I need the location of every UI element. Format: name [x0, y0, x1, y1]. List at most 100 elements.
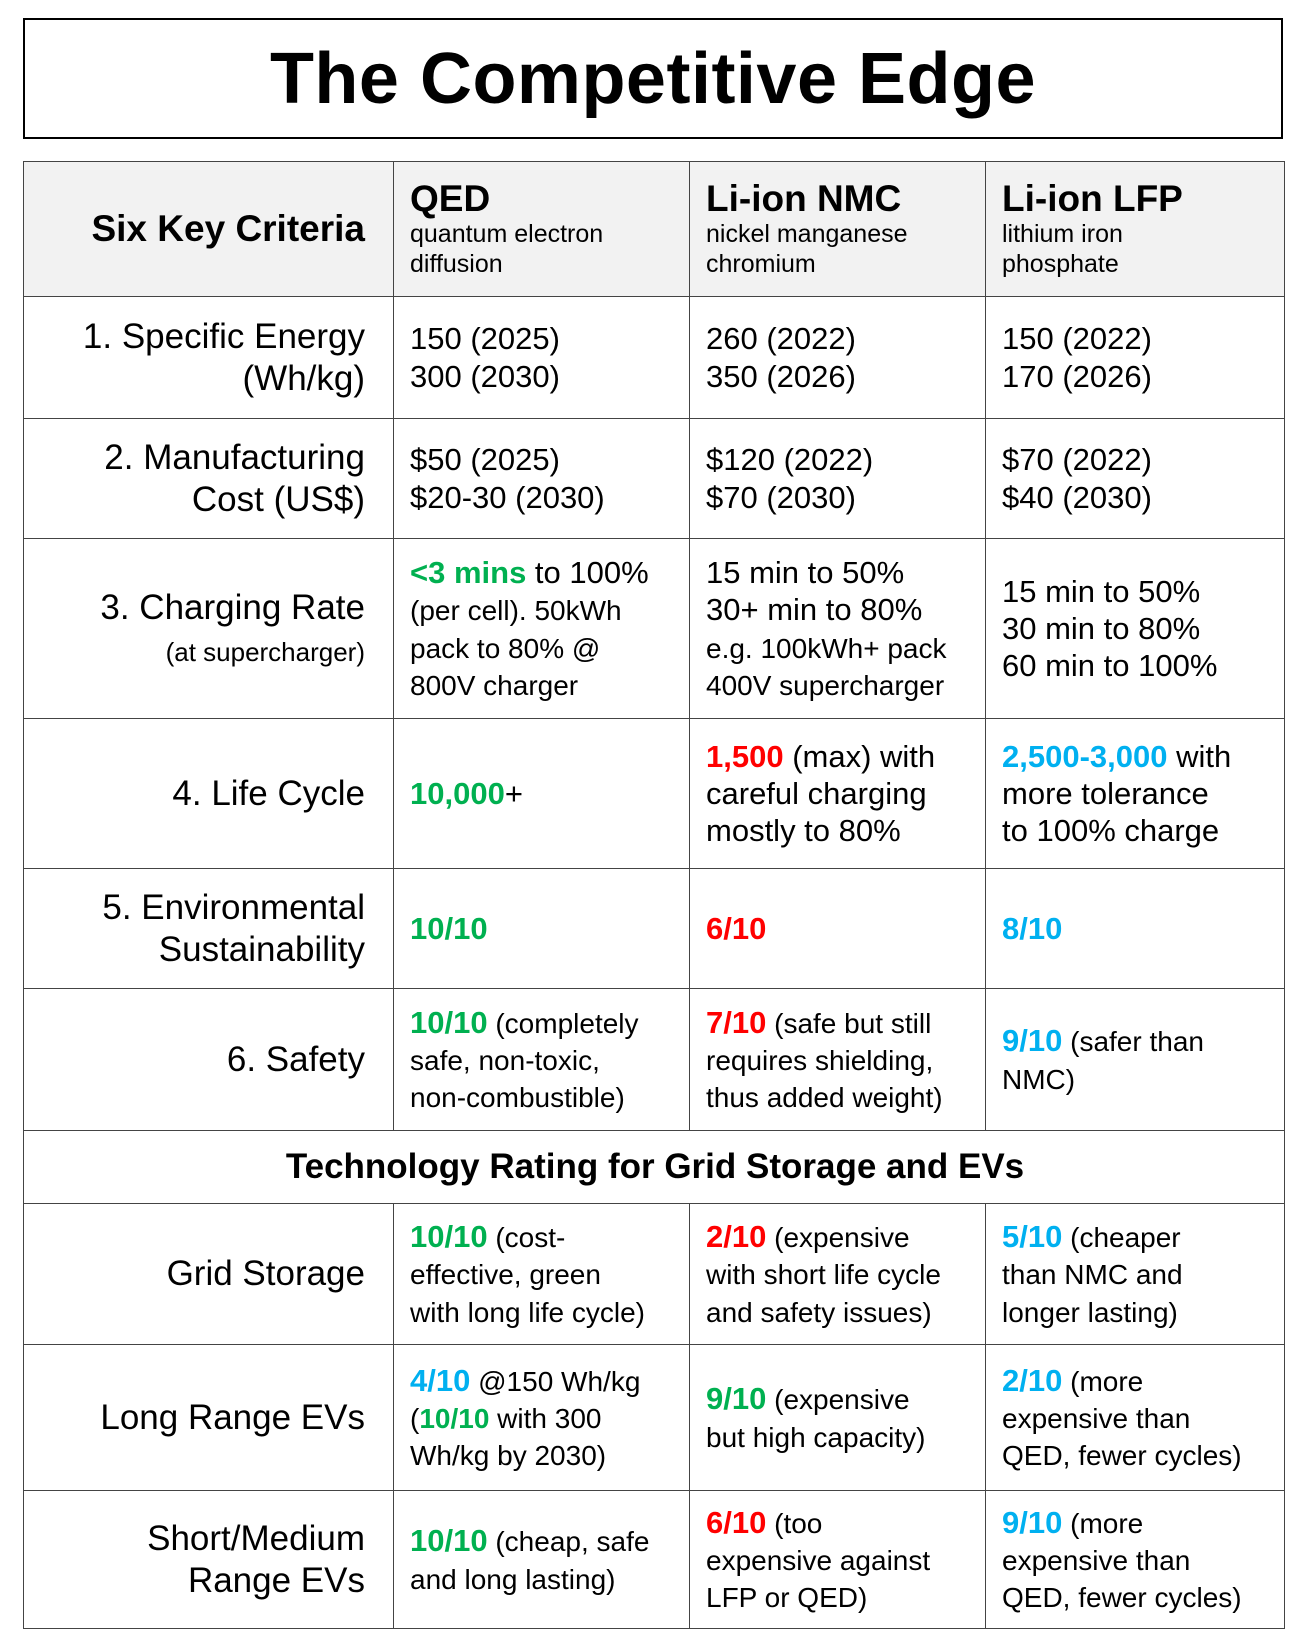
table-cell: 10/10 (completely safe, non-toxic, non-c…	[393, 988, 690, 1131]
table-cell: 4/10 @150 Wh/kg (10/10 with 300 Wh/kg by…	[393, 1344, 690, 1491]
cell-text: 15 min to 50% 30 min to 80% 60 min to 10…	[1002, 573, 1218, 684]
table-row: 6. Safety 10/10 (completely safe, non-tox…	[23, 988, 1285, 1131]
cell-text: $120 (2022) $70 (2030)	[706, 442, 874, 515]
table-cell: 2/10 (expensive with short life cycle an…	[689, 1203, 986, 1345]
table-row: 2. Manufacturing Cost (US$) $50 (2025) $2…	[23, 418, 1285, 539]
cell-text: (safe but still requires shielding, thus…	[706, 1007, 943, 1114]
rating-value: 10/10	[410, 910, 488, 946]
cell-text: (max) with careful charging mostly to 80…	[706, 738, 936, 849]
rating-value: 10/10	[419, 1402, 490, 1434]
criterion-subtitle: (at supercharger)	[165, 636, 365, 667]
rating-value: 6/10	[706, 1504, 767, 1540]
criterion-label: Grid Storage	[23, 1203, 394, 1345]
cell-text: 260 (2022) 350 (2026)	[706, 321, 856, 394]
section-row: Technology Rating for Grid Storage and E…	[23, 1130, 1285, 1204]
column-header-lfp: Li-ion LFP lithium iron phosphate	[985, 161, 1285, 297]
table-cell: 2,500-3,000 with more tolerance to 100% …	[985, 718, 1285, 869]
cell-text: (expensive with short life cycle and saf…	[706, 1222, 941, 1328]
cell-text: (cost- effective, green with long life c…	[410, 1222, 645, 1328]
column-desc: lithium iron phosphate	[1002, 220, 1123, 279]
cell-text: (per cell). 50kWh pack to 80% @ 800V cha…	[410, 595, 622, 701]
table-cell: 9/10 (safer than NMC)	[985, 988, 1285, 1131]
rating-value: 10/10	[410, 1004, 488, 1040]
cell-text: 15 min to 50% 30+ min to 80%	[706, 555, 923, 628]
column-name: QED	[410, 177, 491, 219]
cell-text: e.g. 100kWh+ pack 400V supercharger	[706, 632, 947, 701]
criterion-name: 1. Specific Energy (Wh/kg)	[82, 316, 365, 398]
comparison-table: Six Key Criteria QED quantum electron dif…	[23, 161, 1285, 1629]
table-cell: 2/10 (more expensive than QED, fewer cyc…	[985, 1344, 1285, 1491]
rating-value: 10/10	[410, 1219, 488, 1255]
criterion-label: 3. Charging Rate (at supercharger)	[23, 538, 394, 719]
table-row: 5. Environmental Sustainability 10/10 6/10…	[23, 868, 1285, 989]
rating-value: 7/10	[706, 1004, 767, 1040]
table-cell: 150 (2025) 300 (2030)	[393, 296, 690, 419]
criterion-label: 4. Life Cycle	[23, 718, 394, 869]
criterion-name: 4. Life Cycle	[172, 773, 365, 813]
rating-row: Grid Storage 10/10 (cost- effective, gree…	[23, 1203, 1285, 1345]
table-cell: 8/10	[985, 868, 1285, 989]
cell-text: (safer than NMC)	[1002, 1026, 1204, 1095]
rating-value: 5/10	[1002, 1219, 1063, 1255]
column-header-qed: QED quantum electron diffusion	[393, 161, 690, 297]
cell-text: to 100%	[526, 555, 649, 591]
cell-text: $70 (2022) $40 (2030)	[1002, 442, 1152, 515]
criterion-label: 6. Safety	[23, 988, 394, 1131]
column-name: Li-ion LFP	[1002, 177, 1183, 219]
rating-value: 8/10	[1002, 910, 1063, 946]
rating-value: 10,000	[410, 775, 505, 811]
criterion-label: 1. Specific Energy (Wh/kg)	[23, 296, 394, 419]
cell-text: 150 (2022) 170 (2026)	[1002, 321, 1152, 394]
cell-text: (cheap, safe and long lasting)	[410, 1526, 650, 1595]
table-cell: 10/10	[393, 868, 690, 989]
table-cell: 10,000+	[393, 718, 690, 869]
criterion-label: 2. Manufacturing Cost (US$)	[23, 418, 394, 539]
table-cell: 10/10 (cost- effective, green with long …	[393, 1203, 690, 1345]
table-cell: 9/10 (expensive but high capacity)	[689, 1344, 986, 1491]
rating-value: 6/10	[706, 910, 767, 946]
cell-text: $50 (2025) $20-30 (2030)	[410, 442, 605, 515]
table-cell: $120 (2022) $70 (2030)	[689, 418, 986, 539]
cell-text: (expensive but high capacity)	[706, 1384, 926, 1453]
table-row: 3. Charging Rate (at supercharger) <3 min…	[23, 538, 1285, 719]
table-cell: 1,500 (max) with careful charging mostly…	[689, 718, 986, 869]
rating-row: Short/Medium Range EVs 10/10 (cheap, safe…	[23, 1490, 1285, 1629]
rating-value: 9/10	[706, 1381, 767, 1417]
cell-text: with 300 Wh/kg by 2030)	[410, 1402, 607, 1472]
rating-value: 4/10	[410, 1362, 471, 1398]
cell-text: (completely safe, non-toxic, non-combust…	[410, 1007, 639, 1114]
cell-text: @150 Wh/kg (	[410, 1365, 641, 1434]
cell-text: (more expensive than QED, fewer cycles)	[1002, 1507, 1242, 1614]
rating-value: 1,500	[706, 738, 784, 774]
table-row: 4. Life Cycle 10,000+ 1,500 (max) with car…	[23, 718, 1285, 869]
table-cell: $50 (2025) $20-30 (2030)	[393, 418, 690, 539]
cell-text: with more tolerance to 100% charge	[1002, 738, 1232, 849]
table-cell: 15 min to 50% 30+ min to 80% e.g. 100kWh…	[689, 538, 986, 719]
rating-value: 9/10	[1002, 1504, 1063, 1540]
header-row: Six Key Criteria QED quantum electron dif…	[23, 161, 1285, 297]
cell-text: (cheaper than NMC and longer lasting)	[1002, 1222, 1183, 1328]
table-cell: 7/10 (safe but still requires shielding,…	[689, 988, 986, 1131]
criterion-label: Short/Medium Range EVs	[23, 1490, 394, 1629]
rating-value: 2/10	[706, 1219, 767, 1255]
table-cell: 9/10 (more expensive than QED, fewer cyc…	[985, 1490, 1285, 1629]
criterion-label: 5. Environmental Sustainability	[23, 868, 394, 989]
table-cell: $70 (2022) $40 (2030)	[985, 418, 1285, 539]
column-name: Li-ion NMC	[706, 177, 902, 219]
table-cell: 260 (2022) 350 (2026)	[689, 296, 986, 419]
rating-value: 2/10	[1002, 1362, 1063, 1398]
table-cell: 150 (2022) 170 (2026)	[985, 296, 1285, 419]
criterion-name: 6. Safety	[226, 1039, 365, 1079]
criteria-header: Six Key Criteria	[23, 161, 394, 297]
cell-text: +	[504, 775, 523, 811]
cell-text: 150 (2025) 300 (2030)	[410, 321, 560, 394]
table-cell: <3 mins to 100% (per cell). 50kWh pack t…	[393, 538, 690, 719]
rating-value: 10/10	[410, 1523, 488, 1559]
column-header-nmc: Li-ion NMC nickel manganese chromium	[689, 161, 986, 297]
table-cell: 6/10	[689, 868, 986, 989]
criterion-name: 5. Environmental Sustainability	[102, 887, 365, 969]
criterion-name: 3. Charging Rate	[100, 587, 365, 627]
rating-value: 9/10	[1002, 1023, 1063, 1059]
page-title: The Competitive Edge	[23, 18, 1283, 139]
section-title: Technology Rating for Grid Storage and E…	[23, 1130, 1285, 1204]
